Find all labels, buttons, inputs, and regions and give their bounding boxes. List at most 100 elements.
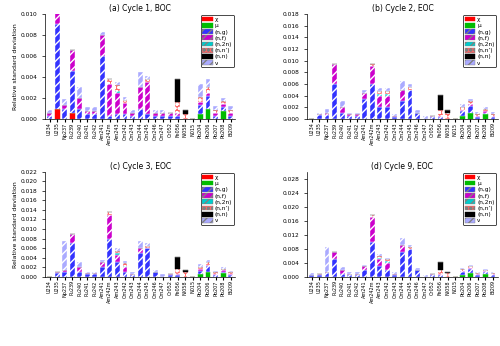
Bar xyxy=(85,108,89,111)
Bar xyxy=(378,254,382,256)
Bar xyxy=(490,112,496,114)
Bar xyxy=(213,107,218,110)
Bar xyxy=(122,97,128,100)
Bar xyxy=(468,99,473,101)
Bar xyxy=(47,113,52,116)
Bar xyxy=(347,274,352,275)
Bar xyxy=(220,104,226,108)
Bar xyxy=(100,267,105,277)
Bar xyxy=(310,273,314,275)
Bar xyxy=(108,212,112,215)
Bar xyxy=(100,35,105,56)
Bar xyxy=(176,79,180,102)
Bar xyxy=(198,269,203,271)
Bar xyxy=(176,274,180,275)
Bar xyxy=(317,274,322,275)
Bar xyxy=(78,263,82,267)
Bar xyxy=(468,101,473,104)
Bar xyxy=(198,114,203,119)
Bar xyxy=(168,275,172,277)
Bar xyxy=(228,107,233,110)
Bar xyxy=(422,275,428,277)
Bar xyxy=(62,109,67,119)
Bar xyxy=(324,115,330,119)
Bar xyxy=(122,263,128,266)
Bar xyxy=(138,72,142,88)
Bar xyxy=(392,272,398,274)
Bar xyxy=(206,265,210,266)
Bar xyxy=(62,272,67,277)
Bar xyxy=(476,274,480,275)
Bar xyxy=(317,275,322,277)
Bar xyxy=(385,91,390,94)
Bar xyxy=(468,106,473,113)
Bar xyxy=(130,275,135,277)
Bar xyxy=(100,260,105,263)
Bar xyxy=(385,263,390,270)
Bar xyxy=(483,112,488,114)
Bar xyxy=(160,274,165,277)
Bar xyxy=(354,116,360,119)
Bar xyxy=(324,247,330,272)
Bar xyxy=(483,109,488,111)
Bar xyxy=(483,270,488,271)
Bar xyxy=(378,257,382,259)
Bar xyxy=(145,82,150,114)
Bar xyxy=(183,270,188,272)
Bar xyxy=(370,66,374,84)
Bar xyxy=(317,113,322,114)
Bar xyxy=(176,257,180,269)
Bar xyxy=(92,273,97,274)
Bar xyxy=(115,93,120,114)
Bar xyxy=(85,274,89,277)
Bar xyxy=(220,273,226,277)
Bar xyxy=(228,273,233,274)
Bar xyxy=(370,84,374,119)
Bar xyxy=(70,113,74,119)
Bar xyxy=(62,105,67,109)
Bar xyxy=(100,56,105,119)
Title: (d) Cycle 9, EOC: (d) Cycle 9, EOC xyxy=(372,162,434,171)
Bar xyxy=(468,113,473,119)
Bar xyxy=(220,111,226,119)
Bar xyxy=(85,111,89,114)
Bar xyxy=(438,271,442,274)
Bar xyxy=(228,275,233,277)
Bar xyxy=(228,274,233,275)
Bar xyxy=(476,272,480,273)
Bar xyxy=(228,271,233,273)
Bar xyxy=(138,241,142,248)
Bar xyxy=(378,88,382,91)
Bar xyxy=(213,273,218,274)
Bar xyxy=(115,255,120,263)
Bar xyxy=(220,108,226,111)
Bar xyxy=(438,116,442,117)
Bar xyxy=(183,110,188,114)
Bar xyxy=(122,267,128,272)
Title: (b) Cycle 2, EOC: (b) Cycle 2, EOC xyxy=(372,4,434,13)
Bar xyxy=(168,113,172,116)
Bar xyxy=(460,271,465,272)
Bar xyxy=(206,266,210,272)
Bar xyxy=(340,271,344,274)
Bar xyxy=(490,275,496,277)
Bar xyxy=(378,107,382,119)
Bar xyxy=(370,216,374,217)
Bar xyxy=(176,269,180,274)
Bar xyxy=(378,94,382,95)
Bar xyxy=(446,113,450,119)
Bar xyxy=(317,115,322,119)
Bar xyxy=(483,272,488,274)
Bar xyxy=(92,111,97,114)
Bar xyxy=(213,274,218,275)
Bar xyxy=(108,116,112,119)
Bar xyxy=(392,116,398,117)
Bar xyxy=(198,271,203,274)
Bar xyxy=(340,113,344,119)
Legend: χ, μ, (n,g), (n,f), (n,2n), (n,n’), (n,n), ν: χ, μ, (n,g), (n,f), (n,2n), (n,n’), (n,n… xyxy=(200,15,234,67)
Bar xyxy=(100,32,105,35)
Bar xyxy=(347,116,352,119)
Bar xyxy=(152,270,158,272)
Bar xyxy=(108,79,112,84)
Bar xyxy=(468,266,473,268)
